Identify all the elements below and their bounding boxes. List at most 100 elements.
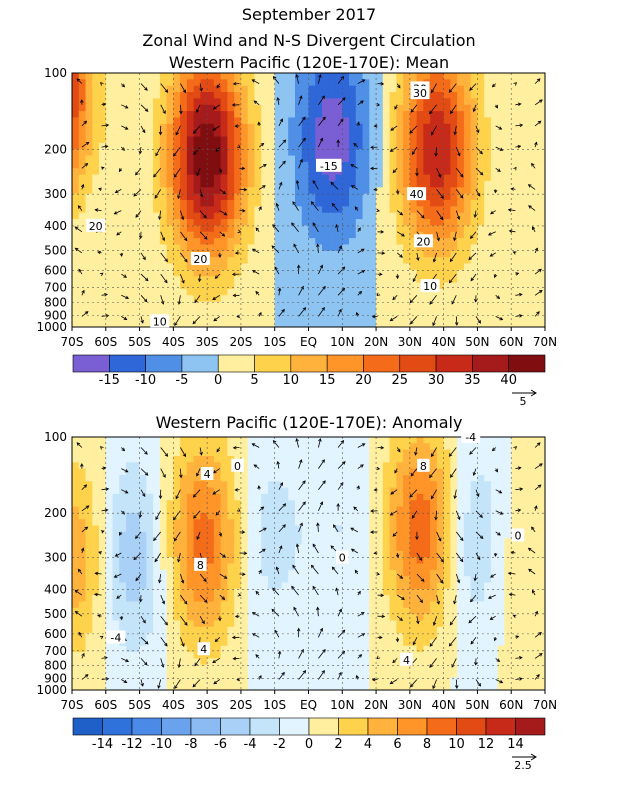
field-cell <box>248 219 255 226</box>
field-cell <box>99 194 106 201</box>
field-cell <box>194 443 201 450</box>
field-cell <box>126 450 133 457</box>
field-cell <box>86 538 93 545</box>
field-cell <box>450 98 457 105</box>
field-cell <box>92 257 99 264</box>
x-tick-label: 60S <box>94 335 117 349</box>
field-cell <box>322 264 329 271</box>
field-cell <box>464 137 471 144</box>
field-cell <box>207 105 214 112</box>
x-tick-label: 40S <box>162 335 185 349</box>
field-cell <box>86 437 93 444</box>
field-cell <box>234 168 241 175</box>
field-cell <box>457 117 464 124</box>
field-cell <box>92 582 99 589</box>
field-cell <box>369 225 376 232</box>
field-cell <box>430 181 437 188</box>
field-cell <box>241 614 248 621</box>
field-cell <box>336 105 343 112</box>
field-cell <box>254 213 261 220</box>
field-cell <box>437 117 444 124</box>
field-cell <box>194 181 201 188</box>
field-cell <box>356 219 363 226</box>
field-cell <box>281 200 288 207</box>
field-cell <box>444 156 451 163</box>
field-cell <box>146 111 153 118</box>
field-cell <box>491 251 498 258</box>
field-cell <box>437 137 444 144</box>
field-cell <box>214 576 221 583</box>
field-cell <box>180 149 187 156</box>
field-cell <box>140 570 147 577</box>
field-cell <box>248 187 255 194</box>
field-cell <box>133 519 140 526</box>
field-cell <box>92 276 99 283</box>
field-cell <box>119 488 126 495</box>
field-cell <box>295 469 302 476</box>
field-cell <box>187 481 194 488</box>
field-cell <box>302 194 309 201</box>
field-cell <box>126 175 133 182</box>
field-cell <box>525 264 532 271</box>
field-cell <box>126 443 133 450</box>
field-cell <box>180 264 187 271</box>
field-cell <box>221 475 228 482</box>
field-cell <box>133 646 140 653</box>
field-cell <box>417 156 424 163</box>
field-cell <box>504 79 511 86</box>
field-cell <box>525 130 532 137</box>
field-cell <box>234 551 241 558</box>
field-cell <box>227 513 234 520</box>
field-cell <box>86 283 93 290</box>
field-cell <box>261 117 268 124</box>
y-tick-label: 300 <box>44 187 67 201</box>
field-cell <box>295 238 302 245</box>
field-cell <box>261 149 268 156</box>
field-cell <box>153 264 160 271</box>
field-cell <box>498 73 505 80</box>
field-cell <box>383 73 390 80</box>
field-cell <box>241 437 248 444</box>
field-cell <box>484 257 491 264</box>
field-cell <box>309 111 316 118</box>
field-cell <box>133 475 140 482</box>
field-cell <box>160 283 167 290</box>
field-cell <box>261 213 268 220</box>
field-cell <box>113 92 120 99</box>
field-cell <box>281 194 288 201</box>
field-cell <box>153 519 160 526</box>
field-cell <box>268 194 275 201</box>
field-cell <box>538 117 545 124</box>
field-cell <box>79 443 86 450</box>
field-cell <box>140 671 147 678</box>
field-cell <box>248 181 255 188</box>
field-cell <box>444 283 451 290</box>
field-cell <box>363 276 370 283</box>
field-cell <box>302 494 309 501</box>
field-cell <box>484 149 491 156</box>
field-cell <box>457 86 464 93</box>
field-cell <box>484 251 491 258</box>
field-cell <box>173 213 180 220</box>
field-cell <box>444 232 451 239</box>
field-cell <box>525 295 532 302</box>
field-cell <box>261 308 268 315</box>
field-cell <box>268 175 275 182</box>
field-cell <box>430 92 437 99</box>
field-cell <box>450 264 457 271</box>
field-cell <box>525 257 532 264</box>
field-cell <box>187 601 194 608</box>
field-cell <box>72 627 79 634</box>
field-cell <box>241 137 248 144</box>
field-cell <box>207 513 214 520</box>
field-cell <box>160 582 167 589</box>
field-cell <box>92 175 99 182</box>
field-cell <box>288 500 295 507</box>
field-cell <box>241 475 248 482</box>
field-cell <box>457 219 464 226</box>
field-cell <box>288 488 295 495</box>
field-cell <box>261 589 268 596</box>
field-cell <box>99 73 106 80</box>
field-cell <box>504 276 511 283</box>
field-cell <box>309 601 316 608</box>
